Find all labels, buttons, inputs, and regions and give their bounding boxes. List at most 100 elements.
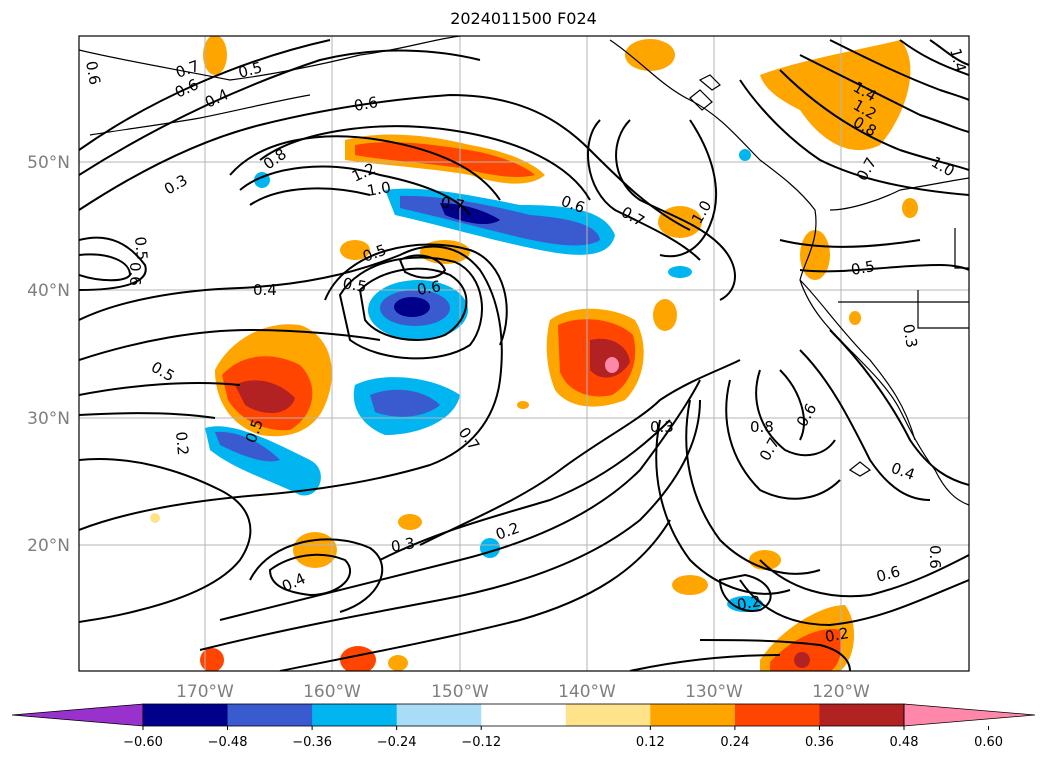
contour-label: 0.5 [341,274,368,296]
contour-label: 0.3 [899,323,921,350]
positive-anomaly-small-17 [517,401,529,409]
contour-label: 0.4 [253,281,277,299]
contour-label: 0.3 [161,171,191,199]
positive-anomaly-small-6 [293,532,337,568]
colorbar-tick-label: 0.12 [636,735,665,750]
negative-anomaly-circle-min [394,297,430,317]
positive-anomaly-southeast-core [770,629,842,671]
contour-label: 0.3 [390,534,417,556]
lat-label-30n: 30°N [27,409,70,429]
colorbar-tick-label: 0.36 [805,735,834,750]
contour-label: 0.5 [148,358,178,386]
contour-label: 0.7 [439,193,466,215]
positive-anomaly-small-13 [200,648,224,671]
contour-label: 0.5 [131,236,151,261]
lon-label-140w: 140°W [558,682,616,702]
negative-anomaly-small-2 [727,596,763,612]
colorbar-frame [142,703,905,727]
positive-anomaly-small-12 [340,646,376,671]
positive-anomaly-small-5 [800,230,830,280]
positive-anomaly-small-4 [653,299,677,331]
shaded-anomalies [150,36,918,671]
positive-anomaly-small-18 [150,513,160,523]
colorbar-tick-label: −0.48 [208,735,248,750]
positive-anomaly-small-11 [398,514,422,530]
positive-anomaly-west-max [235,380,295,414]
contour-label: 0.4 [279,569,308,595]
latitude-labels: 50°N 40°N 30°N 20°N [27,153,70,556]
contour-label: 0.6 [126,262,144,286]
colorbar-min-arrow [11,703,144,727]
map-frame [78,35,970,672]
contour-label: 1.4 [946,46,970,74]
colorbar-segment [312,704,398,726]
positive-anomaly-small-8 [749,550,781,570]
colorbar-segment [819,704,905,726]
contour-label: 0.2 [824,624,851,646]
contour-label: 0.6 [874,562,902,586]
contour-label: 0.2 [493,519,522,544]
positive-anomaly-peak [605,357,619,373]
map-title: 2024011500 F024 [450,9,597,28]
negative-anomaly-small-5 [739,149,751,161]
gridlines [79,36,969,671]
contour-label: 0.6 [172,75,201,101]
contour-label: 0.7 [756,434,784,464]
colorbar-segment [396,704,482,726]
colorbar: −0.60 −0.48 −0.36 −0.24 −0.12 0.12 0.24 0.36 0.4… [11,703,1036,750]
colorbar-max-arrow [903,703,1036,727]
contour-label: 0.2 [736,592,763,614]
contour-label: 0.5 [850,257,877,279]
positive-anomaly-core [355,142,535,178]
negative-anomaly-small-3 [668,266,692,278]
negative-anomaly-lower-core [370,389,440,417]
colorbar-tick-label: −0.12 [461,735,501,750]
lon-label-170w: 170°W [176,682,234,702]
contour-label: 1.0 [928,153,958,181]
positive-anomaly-small-3 [340,240,370,260]
contour-label: 0.4 [202,85,231,111]
colorbar-segment [143,704,229,726]
colorbar-segment [565,704,651,726]
positive-anomaly-small-9 [203,36,227,75]
lon-label-120w: 120°W [812,682,870,702]
lat-label-50n: 50°N [27,153,70,173]
contour-label: 0.6 [82,60,104,87]
colorbar-segment [481,704,567,726]
positive-anomaly-small-14 [388,655,408,671]
colorbar-tick-label: −0.24 [377,735,417,750]
lat-label-20n: 20°N [27,536,70,556]
longitude-labels: 170°W 160°W 150°W 140°W 130°W 120°W [176,682,870,702]
lon-label-150w: 150°W [431,682,489,702]
contour-label: 0.6 [416,277,443,299]
colorbar-segment [227,704,313,726]
colorbar-segment [734,704,820,726]
positive-anomaly-small-7 [672,575,708,595]
positive-anomaly-small-16 [849,311,861,325]
contour-label: 0.6 [926,545,944,569]
positive-anomaly-southeast-max [794,652,810,668]
contour-label: 0.5 [236,58,264,82]
contour-label: 0.4 [889,459,918,484]
contour-label: 0.6 [353,93,380,115]
coastlines [79,36,969,506]
lat-label-40n: 40°N [27,281,70,301]
negative-anomaly-small-1 [480,538,500,558]
negative-anomaly-west-core [215,431,280,462]
contour-label: 0.3 [650,418,674,436]
lon-label-130w: 130°W [685,682,743,702]
colorbar-tick-label: 0.24 [720,735,749,750]
positive-anomaly-small-10 [625,39,675,71]
contour-label: 1.0 [366,178,393,200]
lon-label-160w: 160°W [303,682,361,702]
colorbar-tick-label: −0.36 [292,735,332,750]
colorbar-tick-label: −0.60 [123,735,163,750]
contour-label: 0.2 [172,431,192,456]
colorbar-tick-label: 0.60 [974,735,1003,750]
positive-anomaly-small-15 [902,198,918,218]
colorbar-segment [650,704,736,726]
positive-anomaly-northeast [760,40,911,151]
contour-label: 0.8 [750,418,774,436]
contour-label: 0.6 [793,400,821,430]
